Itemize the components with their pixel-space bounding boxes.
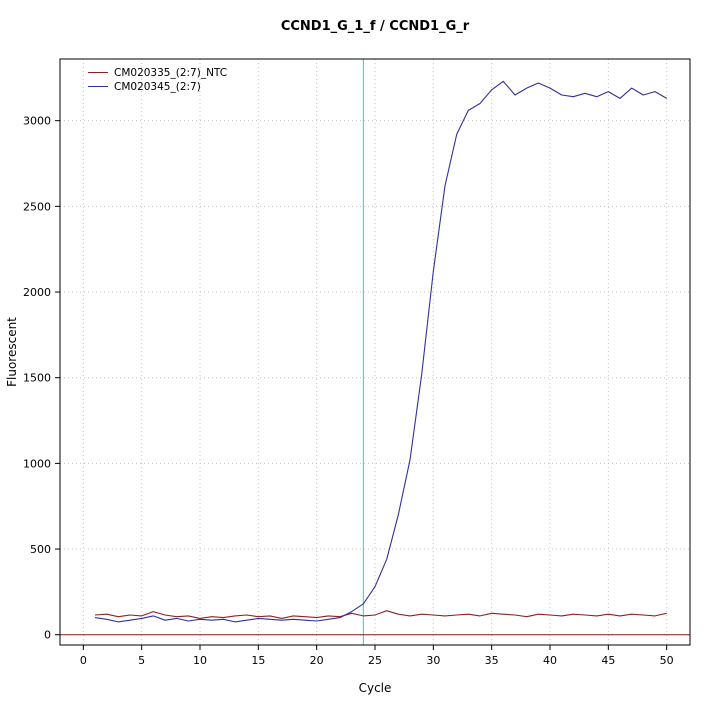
x-tick-label: 50 xyxy=(660,654,674,667)
x-tick-label: 5 xyxy=(138,654,145,667)
x-tick-label: 45 xyxy=(601,654,615,667)
y-tick-label: 2000 xyxy=(23,286,51,299)
y-tick-label: 3000 xyxy=(23,115,51,128)
x-tick-label: 10 xyxy=(193,654,207,667)
x-tick-label: 20 xyxy=(310,654,324,667)
y-tick-label: 0 xyxy=(44,629,51,642)
y-tick-label: 500 xyxy=(30,543,51,556)
x-tick-label: 35 xyxy=(485,654,499,667)
series-line xyxy=(94,610,667,619)
legend-label: CM020345_(2:7) xyxy=(114,81,201,93)
x-tick-label: 25 xyxy=(368,654,382,667)
y-tick-label: 1500 xyxy=(23,372,51,385)
y-axis-label: Fluorescent xyxy=(5,317,19,387)
x-tick-label: 30 xyxy=(426,654,440,667)
series-line xyxy=(94,80,667,623)
y-tick-label: 2500 xyxy=(23,200,51,213)
x-tick-label: 40 xyxy=(543,654,557,667)
plot-border xyxy=(59,58,691,646)
x-tick-label: 0 xyxy=(80,654,87,667)
x-tick-label: 15 xyxy=(251,654,265,667)
legend-label: CM020335_(2:7)_NTC xyxy=(114,67,227,79)
y-tick-label: 1000 xyxy=(23,457,51,470)
chart-title: CCND1_G_1_f / CCND1_G_r xyxy=(281,19,470,34)
x-axis-label: Cycle xyxy=(359,681,392,695)
plot-content: 0 5 10 15 20 25 30 35 40 45 5005001000150020002500… xyxy=(5,58,691,695)
